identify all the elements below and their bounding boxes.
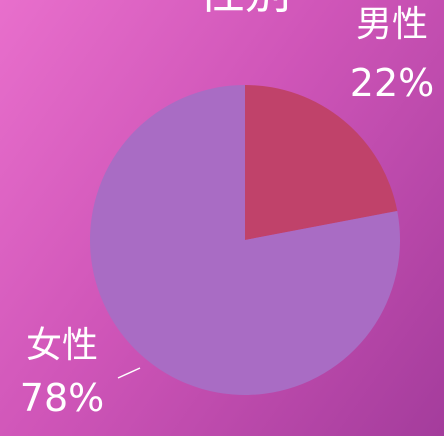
pie-slice [89, 85, 400, 395]
leader-line [117, 367, 141, 379]
slice-value-label: 22% [350, 61, 434, 105]
chart-title: 性别 [199, 0, 291, 19]
slice-label: 女性 [26, 325, 98, 366]
slice-value-label: 78% [20, 376, 104, 420]
slice-label: 男性 [356, 4, 428, 45]
pie-slice [245, 85, 398, 240]
